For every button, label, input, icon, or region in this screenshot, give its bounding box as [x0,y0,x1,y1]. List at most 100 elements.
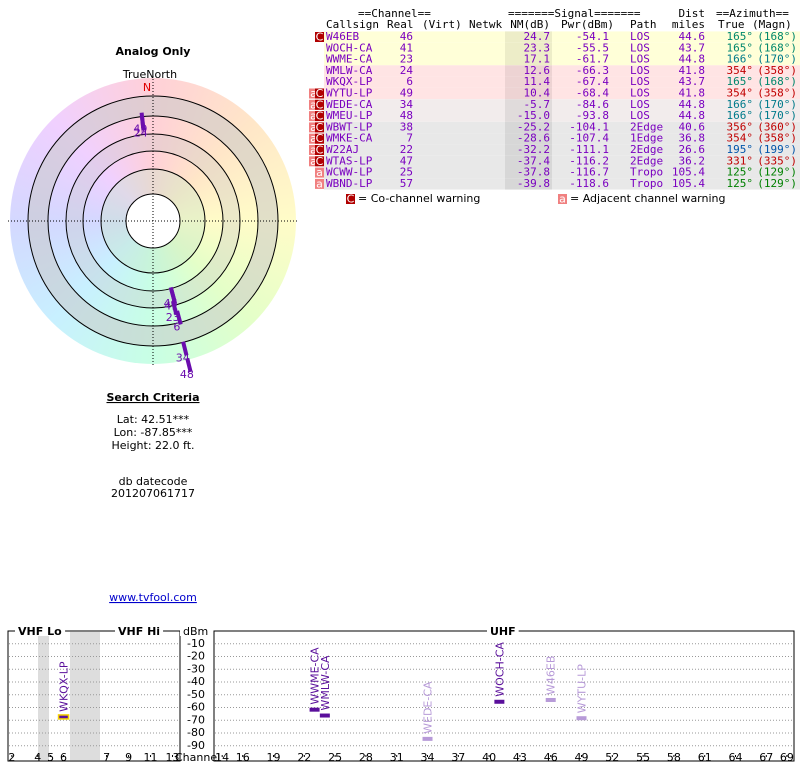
table-cell: 41.8 [679,64,706,77]
nm-shade [505,121,552,134]
x-tick-label: 49 [575,751,589,764]
row-background [324,167,800,179]
x-tick-label: 9 [125,751,132,764]
x-axis-label: Channel [175,751,220,764]
table-cell: 48 [400,109,413,122]
nm-shade [505,54,552,66]
criteria-line: Lat: 42.51*** [117,413,190,426]
warning-flag: C [316,132,324,145]
table-cell: 43.7 [679,75,706,88]
warning-box [315,88,324,99]
site-link[interactable]: www.tvfool.com [109,591,197,604]
table-cell: -107.4 [569,132,609,145]
table-cell: 165° [727,41,754,54]
table-cell: 17.1 [524,53,551,66]
x-tick-label: 19 [267,751,281,764]
table-cell: 166° [727,98,754,111]
criteria-title: Search Criteria [106,391,199,404]
row-background [324,76,800,88]
table-cell: 125° [727,166,754,179]
nm-shade [505,99,552,111]
station-mark [181,341,189,356]
table-cell: -37.4 [517,154,550,167]
row-background [324,178,800,190]
table-cell: -25.2 [517,120,550,133]
table-cell: -37.8 [517,166,550,179]
warning-box [315,145,324,155]
legend-text: = Co-channel warning [358,192,480,205]
table-cell: (168°) [757,30,797,43]
y-tick-label: -40 [187,675,205,688]
column-header: miles [672,18,705,31]
warning-flag: C [316,87,324,100]
warning-flag: C [316,155,324,168]
warning-box [309,156,318,167]
signal-bar [545,697,556,702]
nm-shade [505,65,552,77]
warning-box [315,122,324,133]
table-cell: 7 [406,132,413,145]
station-mark [185,357,193,373]
nm-shade [505,31,552,43]
station-name: WKQX-LP [58,661,71,712]
table-cell: 195° [727,143,754,156]
nm-shade [505,42,552,54]
row-background [324,155,800,167]
nm-shade [505,110,552,122]
y-tick-label: -60 [187,701,205,714]
table-cell: 26.6 [679,143,706,156]
table-cell: 23.3 [524,41,551,54]
row-background [324,133,800,145]
x-tick-label: 58 [667,751,681,764]
table-cell: 11.4 [524,75,551,88]
legend-box [346,194,355,204]
table-cell: -28.6 [517,132,550,145]
x-tick-label: 7 [103,751,110,764]
warning-box [309,88,318,99]
table-cell: 34 [400,98,414,111]
x-tick-label: 22 [297,751,311,764]
row-background [324,87,800,100]
column-header: Netwk [469,18,502,31]
table-cell: 105.4 [672,166,705,179]
y-tick-label: -50 [187,688,205,701]
warning-flag: a [310,110,317,123]
gap-shade [70,632,100,760]
table-cell: -15.0 [517,109,550,122]
table-cell: WTAS-LP [326,154,373,167]
x-tick-label: 55 [636,751,650,764]
x-tick-label: 13 [166,751,180,764]
table-cell: -111.1 [569,143,609,156]
y-axis-label: dBm [183,625,208,638]
station-name: WEDE-CA [422,681,435,734]
table-cell: WKQX-LP [326,75,373,88]
warning-box [309,111,318,122]
table-cell: (199°) [757,143,797,156]
table-cell: W22AJ [326,143,359,156]
table-cell: 22 [400,143,413,156]
polar-title: Analog Only [116,45,191,58]
station-name: WYTU-LP [576,664,589,713]
table-cell: WMEU-LP [326,109,373,122]
table-cell: -116.2 [569,154,609,167]
warning-flag: C [316,121,324,134]
station-name: WMLW-CA [319,655,332,711]
table-cell: -54.1 [576,30,609,43]
table-cell: -61.7 [576,53,609,66]
table-cell: 12.6 [524,64,551,77]
table-cell: (358°) [757,87,797,100]
x-tick-label: 5 [47,751,54,764]
group-header: Dist [679,7,706,20]
table-cell: LOS [630,87,650,100]
warning-flag: a [310,87,317,100]
warning-flag: a [310,121,317,134]
x-tick-label: 43 [513,751,527,764]
table-cell: 354° [727,132,754,145]
table-cell: 57 [400,177,413,190]
y-tick-label: -70 [187,713,205,726]
station-name: W46EB [545,656,558,695]
signal-bar [309,707,320,712]
table-cell: -104.1 [569,120,609,133]
criteria-line: 201207061717 [111,487,195,500]
table-cell: (358°) [757,64,797,77]
